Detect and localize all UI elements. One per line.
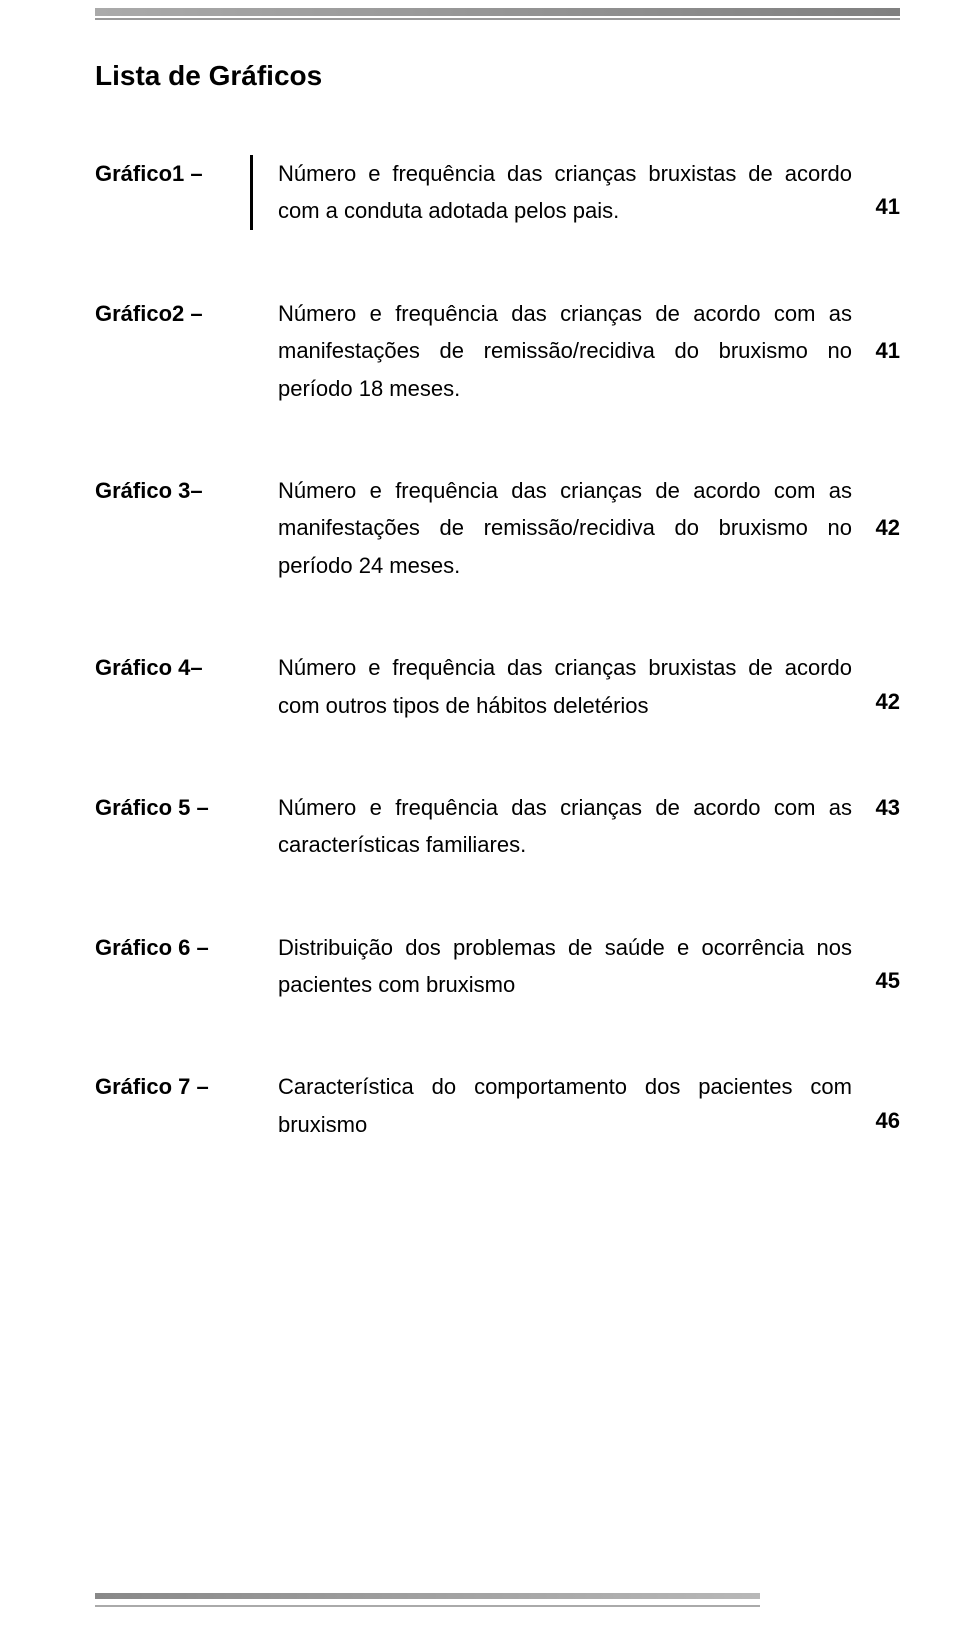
spacer	[250, 472, 278, 584]
entry-label: Gráfico 6 –	[95, 929, 250, 1004]
entry-page-number: 46	[860, 1068, 900, 1143]
spacer	[250, 1068, 278, 1143]
entry-label: Gráfico2 –	[95, 295, 250, 407]
entry-page-number: 42	[860, 649, 900, 724]
entry-page-number: 41	[860, 155, 900, 230]
list-entry: Gráfico1 – Número e frequência das crian…	[95, 155, 900, 230]
entry-page-number: 42	[860, 472, 900, 584]
entry-description: Número e frequência das crianças de acor…	[278, 472, 860, 584]
entry-description: Distribuição dos problemas de saúde e oc…	[278, 929, 860, 1004]
bottom-decorative-border	[95, 1593, 760, 1599]
list-entry: Gráfico 7 – Característica do comportame…	[95, 1068, 900, 1143]
entry-description: Número e frequência das crianças bruxist…	[278, 155, 860, 230]
entry-description: Número e frequência das crianças bruxist…	[278, 649, 860, 724]
spacer	[250, 649, 278, 724]
entry-page-number: 41	[860, 295, 900, 407]
list-entry: Gráfico 4– Número e frequência das crian…	[95, 649, 900, 724]
entry-page-number: 45	[860, 929, 900, 1004]
list-entry: Gráfico 3– Número e frequência das crian…	[95, 472, 900, 584]
spacer	[250, 295, 278, 407]
entry-page-number: 43	[860, 789, 900, 864]
top-decorative-line	[95, 18, 900, 20]
entry-label: Gráfico 5 –	[95, 789, 250, 864]
entry-description: Número e frequência das crianças de acor…	[278, 789, 860, 864]
page-title: Lista de Gráficos	[95, 60, 322, 92]
list-entry: Gráfico 5 – Número e frequência das cria…	[95, 789, 900, 864]
vertical-divider	[250, 155, 253, 230]
entry-description: Característica do comportamento dos paci…	[278, 1068, 860, 1143]
bottom-decorative-line	[95, 1605, 760, 1607]
entries-list: Gráfico1 – Número e frequência das crian…	[95, 155, 900, 1208]
spacer	[250, 929, 278, 1004]
entry-label: Gráfico 7 –	[95, 1068, 250, 1143]
list-entry: Gráfico 6 – Distribuição dos problemas d…	[95, 929, 900, 1004]
spacer	[250, 789, 278, 864]
entry-description: Número e frequência das crianças de acor…	[278, 295, 860, 407]
top-decorative-border	[95, 8, 900, 16]
entry-label: Gráfico 3–	[95, 472, 250, 584]
list-entry: Gráfico2 – Número e frequência das crian…	[95, 295, 900, 407]
entry-label: Gráfico1 –	[95, 155, 250, 230]
entry-label: Gráfico 4–	[95, 649, 250, 724]
